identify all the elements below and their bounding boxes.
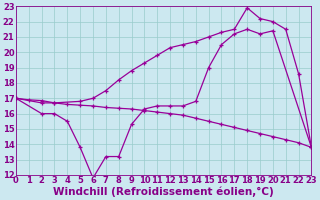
X-axis label: Windchill (Refroidissement éolien,°C): Windchill (Refroidissement éolien,°C): [53, 187, 274, 197]
